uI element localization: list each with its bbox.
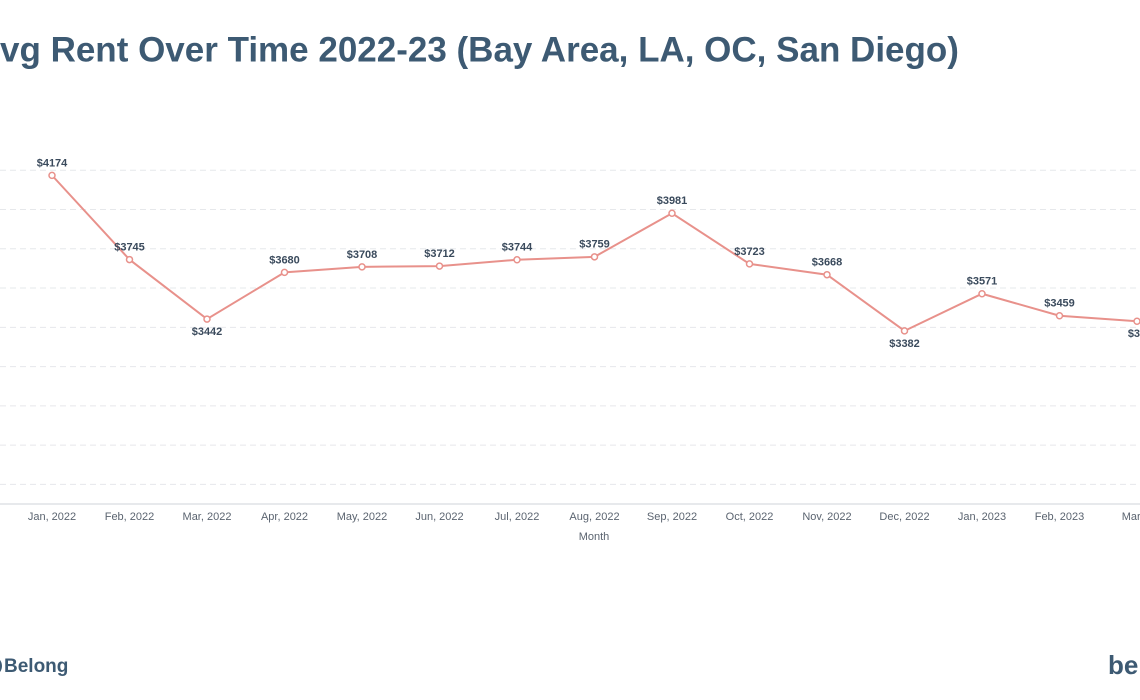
value-label: $3723 xyxy=(734,246,765,258)
x-tick-label: Oct, 2022 xyxy=(726,511,774,523)
x-tick-label: Jan, 2022 xyxy=(28,511,76,523)
x-tick-label: Mar, 2022 xyxy=(183,511,232,523)
value-label: $3708 xyxy=(347,249,378,261)
x-tick-label: Jul, 2022 xyxy=(495,511,540,523)
point xyxy=(590,253,599,261)
point xyxy=(978,289,986,298)
value-label: $3442 xyxy=(192,326,223,338)
x-tick-label: Feb, 2022 xyxy=(105,511,155,523)
value-label: $3459 xyxy=(1044,298,1075,310)
point xyxy=(435,262,444,270)
point xyxy=(48,171,56,180)
value-label: $3981 xyxy=(657,195,688,207)
logo xyxy=(0,660,2,672)
value-label: $3382 xyxy=(889,338,920,350)
x-tick-label: May, 2022 xyxy=(337,511,388,523)
value-label: $34 xyxy=(1128,328,1140,340)
chart-title: vg Rent Over Time 2022-23 (Bay Area, LA,… xyxy=(0,30,959,69)
point xyxy=(900,327,909,335)
point xyxy=(668,209,676,218)
x-tick-label: Jan, 2023 xyxy=(958,511,1006,523)
brand: Belong xyxy=(4,656,68,677)
value-label: $4174 xyxy=(37,157,68,169)
x-tick-label: Feb, 2023 xyxy=(1035,511,1085,523)
point xyxy=(745,260,754,268)
value-label: $3744 xyxy=(502,242,533,254)
x-tick-label: Apr, 2022 xyxy=(261,511,308,523)
x-tick-label: Nov, 2022 xyxy=(802,511,851,523)
point xyxy=(823,270,831,279)
x-axis-title: Month xyxy=(579,531,610,543)
cover xyxy=(540,541,660,555)
point xyxy=(125,255,134,264)
x-tick-label: Dec, 2022 xyxy=(879,511,929,523)
x-tick-label: Sep, 2022 xyxy=(647,511,697,523)
x-tick-label: Mar, 2 xyxy=(1122,511,1140,523)
point xyxy=(1055,311,1064,320)
point xyxy=(280,268,289,277)
point xyxy=(358,263,366,271)
value-label: $3759 xyxy=(579,239,610,251)
value-label: $3680 xyxy=(269,254,300,266)
point xyxy=(513,256,521,264)
x-tick-label: Jun, 2022 xyxy=(415,511,463,523)
value-label: $3745 xyxy=(114,241,145,253)
brand-right: be xyxy=(1108,650,1138,680)
point xyxy=(1133,317,1140,325)
value-label: $3712 xyxy=(424,248,455,260)
point xyxy=(203,315,211,323)
value-label: $3571 xyxy=(967,276,998,288)
value-label: $3668 xyxy=(812,257,843,269)
x-tick-label: Aug, 2022 xyxy=(569,511,619,523)
